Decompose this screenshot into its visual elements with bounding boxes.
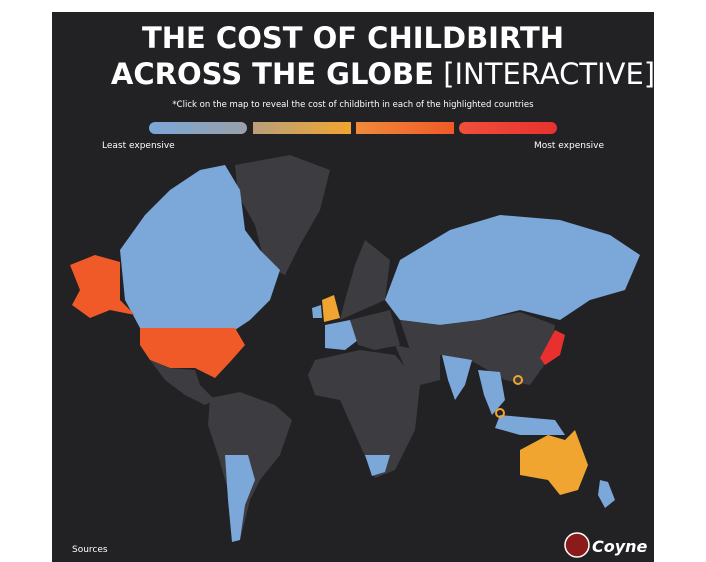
usa[interactable] — [140, 328, 245, 378]
singapore-marker[interactable] — [495, 408, 505, 418]
title-line1: THE COST OF CHILDBIRTH — [142, 21, 564, 55]
south-africa[interactable] — [365, 455, 390, 476]
australia[interactable] — [520, 430, 588, 495]
legend-low: Least expensive — [102, 141, 175, 151]
africa — [308, 350, 420, 478]
argentina-chile[interactable] — [225, 455, 255, 542]
legend-high: Most expensive — [534, 141, 605, 151]
middle-east — [395, 345, 440, 385]
logo-seal — [564, 532, 590, 558]
western-europe[interactable] — [325, 320, 358, 350]
new-zealand[interactable] — [598, 480, 615, 508]
sources-link[interactable]: Sources — [72, 545, 108, 555]
title-line2: ACROSS THE GLOBE [INTERACTIVE] — [111, 57, 655, 91]
title-tag: [INTERACTIVE] — [443, 57, 655, 91]
india[interactable] — [442, 355, 472, 400]
logo: Coyne — [564, 532, 648, 558]
asia — [400, 312, 555, 385]
alaska[interactable] — [70, 255, 135, 318]
logo-text: Coyne — [592, 537, 648, 556]
southeast-asia[interactable] — [478, 370, 505, 415]
scandinavia — [340, 240, 390, 320]
indonesia[interactable] — [495, 415, 565, 435]
ireland[interactable] — [312, 305, 322, 318]
legend-bar — [253, 122, 351, 134]
subtitle: *Click on the map to reveal the cost of … — [172, 100, 534, 110]
legend-bar — [459, 122, 557, 134]
canada[interactable] — [120, 165, 280, 330]
title-main: ACROSS THE GLOBE — [111, 57, 434, 91]
legend-bar — [356, 122, 454, 134]
legend-bar — [149, 122, 247, 134]
mexico — [150, 360, 215, 405]
uk[interactable] — [322, 295, 340, 322]
russia[interactable] — [385, 215, 640, 325]
central-europe — [350, 310, 400, 350]
greenland — [235, 155, 330, 275]
world-map — [70, 155, 640, 542]
hong-kong-marker[interactable] — [513, 375, 523, 385]
japan[interactable] — [540, 330, 565, 365]
